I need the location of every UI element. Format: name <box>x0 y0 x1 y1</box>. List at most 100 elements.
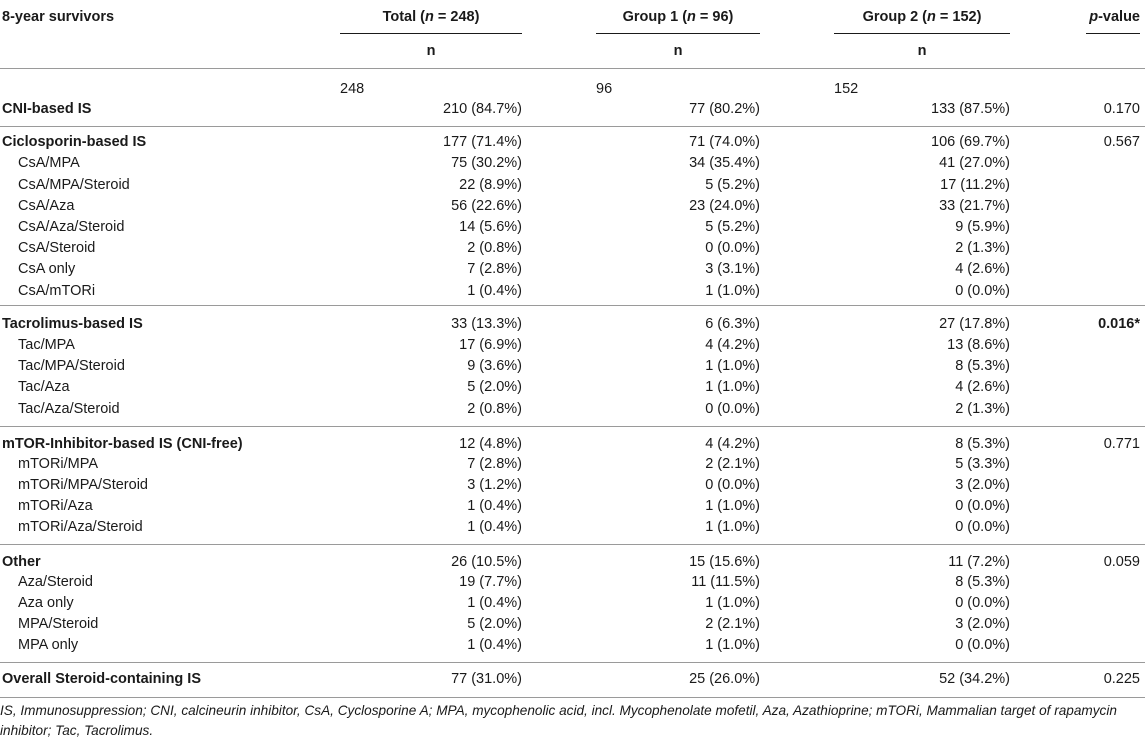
total-cell: 1 (0.4%) <box>467 595 522 611</box>
total-cell: 7 (2.8%) <box>467 261 522 277</box>
pvalue-cell: 0.016* <box>1098 316 1140 332</box>
group1-cell: 2 (2.1%) <box>705 456 760 472</box>
regimen-label: CsA/Steroid <box>18 240 96 256</box>
total-n-label: n <box>426 43 436 59</box>
regimen-label: CsA/Aza/Steroid <box>18 219 125 235</box>
group2-cell: 133 (87.5%) <box>931 101 1010 117</box>
group2-cell: 3 (2.0%) <box>955 477 1010 493</box>
group1-cell: 1 (1.0%) <box>705 595 760 611</box>
total-cell: 77 (31.0%) <box>451 671 522 687</box>
group1-cell: 0 (0.0%) <box>705 401 760 417</box>
total-cell: 56 (22.6%) <box>451 198 522 214</box>
group2-cell: 8 (5.3%) <box>955 358 1010 374</box>
group1-n-label: n <box>673 43 683 59</box>
category-label: Ciclosporin-based IS <box>2 134 147 150</box>
section-divider <box>0 426 1145 427</box>
category-label: CNI-based IS <box>2 101 92 117</box>
group1-cell: 3 (3.1%) <box>705 261 760 277</box>
regimen-label: Tac/Aza <box>18 379 70 395</box>
group1-cell: 15 (15.6%) <box>689 554 760 570</box>
total-cell: 2 (0.8%) <box>467 240 522 256</box>
row-label-header: 8-year survivors <box>2 9 115 25</box>
table-bottom-rule <box>0 697 1145 698</box>
group1-cell: 0 (0.0%) <box>705 240 760 256</box>
regimen-label: CsA/Aza <box>18 198 75 214</box>
table-footnote: IS, Immunosuppression; CNI, calcineurin … <box>0 703 1117 738</box>
group1-cell: 5 (5.2%) <box>705 219 760 235</box>
group1-cell: 4 (4.2%) <box>705 436 760 452</box>
section-divider <box>0 662 1145 663</box>
total-cell: 210 (84.7%) <box>443 101 522 117</box>
regimen-label: CsA/mTORi <box>18 283 96 299</box>
regimen-label: CsA only <box>18 261 76 277</box>
total-cell: 1 (0.4%) <box>467 283 522 299</box>
group1-cell: 4 (4.2%) <box>705 337 760 353</box>
group2-cell: 4 (2.6%) <box>955 261 1010 277</box>
group2-cell: 0 (0.0%) <box>955 519 1010 535</box>
group1-cell: 1 (1.0%) <box>705 379 760 395</box>
group2-cell: 0 (0.0%) <box>955 498 1010 514</box>
group2-n-label: n <box>917 43 927 59</box>
section-divider <box>0 305 1145 306</box>
group2-cell: 27 (17.8%) <box>939 316 1010 332</box>
regimen-label: MPA only <box>18 637 79 653</box>
group2-cell: 13 (8.6%) <box>947 337 1010 353</box>
total-cell: 14 (5.6%) <box>459 219 522 235</box>
pvalue-cell: 0.059 <box>1103 554 1140 570</box>
section-divider <box>0 544 1145 545</box>
total-cell: 177 (71.4%) <box>443 134 522 150</box>
category-label: Other <box>2 554 41 570</box>
pvalue-cell: 0.170 <box>1103 101 1140 117</box>
group1-column-header: Group 1 (n = 96) <box>622 9 734 25</box>
group2-cell: 8 (5.3%) <box>955 436 1010 452</box>
group2-cell: 5 (3.3%) <box>955 456 1010 472</box>
group2-cell: 3 (2.0%) <box>955 616 1010 632</box>
group2-cell: 17 (11.2%) <box>940 177 1010 193</box>
category-label: mTOR-Inhibitor-based IS (CNI-free) <box>2 436 243 452</box>
total-count: 248 <box>340 81 365 97</box>
total-cell: 19 (7.7%) <box>459 574 522 590</box>
regimen-label: Tac/Aza/Steroid <box>18 401 120 417</box>
regimen-label: mTORi/MPA/Steroid <box>18 477 148 493</box>
group2-cell: 52 (34.2%) <box>939 671 1010 687</box>
group1-cell: 34 (35.4%) <box>689 155 760 171</box>
total-cell: 1 (0.4%) <box>467 637 522 653</box>
group2-cell: 0 (0.0%) <box>955 283 1010 299</box>
regimen-label: Tac/MPA <box>18 337 75 353</box>
group2-cell: 4 (2.6%) <box>955 379 1010 395</box>
group1-cell: 0 (0.0%) <box>705 477 760 493</box>
regimen-label: MPA/Steroid <box>18 616 99 632</box>
group2-cell: 11 (7.2%) <box>948 554 1010 570</box>
group2-header-underline <box>834 33 1010 34</box>
pvalue-cell: 0.771 <box>1103 436 1140 452</box>
total-cell: 1 (0.4%) <box>467 498 522 514</box>
group1-cell: 25 (26.0%) <box>689 671 760 687</box>
total-cell: 12 (4.8%) <box>459 436 522 452</box>
regimen-label: Tac/MPA/Steroid <box>18 358 125 374</box>
group1-header-underline <box>596 33 760 34</box>
total-cell: 75 (30.2%) <box>451 155 522 171</box>
total-cell: 1 (0.4%) <box>467 519 522 535</box>
regimen-label: Aza only <box>18 595 74 611</box>
total-column-header: Total (n = 248) <box>382 9 480 25</box>
section-divider <box>0 126 1145 127</box>
pvalue-header-underline <box>1086 33 1140 34</box>
group2-cell: 106 (69.7%) <box>931 134 1010 150</box>
total-cell: 7 (2.8%) <box>467 456 522 472</box>
group1-cell: 1 (1.0%) <box>705 283 760 299</box>
total-cell: 17 (6.9%) <box>459 337 522 353</box>
group2-cell: 8 (5.3%) <box>955 574 1010 590</box>
group1-cell: 5 (5.2%) <box>705 177 760 193</box>
group1-cell: 1 (1.0%) <box>705 519 760 535</box>
regimen-label: mTORi/Aza/Steroid <box>18 519 143 535</box>
total-cell: 5 (2.0%) <box>467 379 522 395</box>
regimen-label: CsA/MPA <box>18 155 80 171</box>
category-label: Tacrolimus-based IS <box>2 316 143 332</box>
total-cell: 33 (13.3%) <box>451 316 522 332</box>
group1-cell: 11 (11.5%) <box>691 574 760 590</box>
group2-cell: 2 (1.3%) <box>955 401 1010 417</box>
regimen-label: Aza/Steroid <box>18 574 93 590</box>
total-cell: 22 (8.9%) <box>459 177 522 193</box>
pvalue-cell: 0.225 <box>1103 671 1140 687</box>
group2-cell: 0 (0.0%) <box>955 637 1010 653</box>
